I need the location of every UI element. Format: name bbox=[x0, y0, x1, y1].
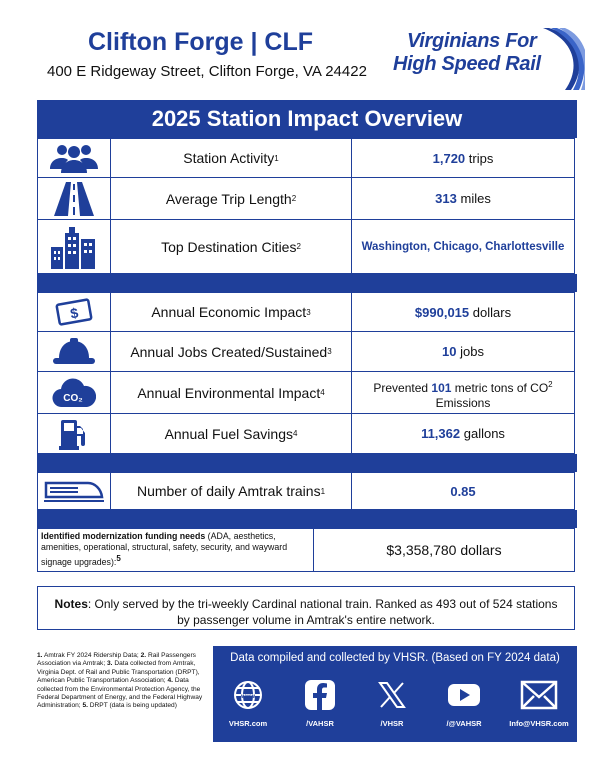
row-environmental-impact: CO₂ Annual Environmental Impact 4 Prevent… bbox=[37, 372, 575, 414]
row-value: 10 jobs bbox=[442, 344, 484, 359]
x-icon bbox=[378, 682, 406, 708]
row-label: Average Trip Length 2 bbox=[111, 178, 352, 219]
website-link[interactable]: www VHSR.com bbox=[213, 680, 283, 728]
section-divider bbox=[37, 454, 577, 472]
row-value: 11,362 gallons bbox=[421, 426, 505, 441]
station-title: Clifton Forge | CLF bbox=[88, 28, 314, 56]
footer: Data compiled and collected by VHSR. (Ba… bbox=[213, 646, 577, 742]
x-link[interactable]: /VHSR bbox=[357, 680, 427, 728]
funding-needs: Identified modernization funding needs (… bbox=[37, 528, 575, 572]
funding-value: $3,358,780 dollars bbox=[386, 542, 502, 558]
header: Clifton Forge | CLF 400 E Ridgeway Stree… bbox=[0, 0, 610, 100]
row-value: $990,015 dollars bbox=[414, 304, 512, 320]
logo-line2: High Speed Rail bbox=[393, 53, 541, 75]
buildings-icon bbox=[38, 220, 111, 273]
row-label: Annual Economic Impact 3 bbox=[111, 293, 352, 331]
vhsr-logo[interactable]: Virginians For High Speed Rail bbox=[385, 28, 585, 90]
section-divider bbox=[37, 274, 577, 292]
facebook-link[interactable]: /VAHSR bbox=[285, 680, 355, 728]
row-station-activity: Station Activity 1 1,720 trips bbox=[37, 138, 575, 178]
train-icon bbox=[38, 473, 111, 509]
footnotes: 1. Amtrak FY 2024 Ridership Data; 2. Rai… bbox=[37, 652, 203, 710]
overview-banner: 2025 Station Impact Overview bbox=[37, 100, 577, 138]
row-jobs: Annual Jobs Created/Sustained 3 10 jobs bbox=[37, 332, 575, 372]
row-label: Number of daily Amtrak trains 1 bbox=[111, 473, 352, 509]
mail-icon bbox=[520, 680, 558, 710]
row-label: Annual Environmental Impact 4 bbox=[111, 372, 352, 413]
row-label: Annual Fuel Savings 4 bbox=[111, 414, 352, 453]
notes-box: Notes: Only served by the tri-weekly Car… bbox=[37, 586, 575, 630]
email-link[interactable]: Info@VHSR.com bbox=[501, 680, 577, 728]
fuel-pump-icon bbox=[38, 414, 111, 453]
hardhat-icon bbox=[38, 332, 111, 371]
svg-text:$: $ bbox=[69, 304, 80, 321]
footer-caption: Data compiled and collected by VHSR. (Ba… bbox=[230, 652, 560, 664]
row-daily-trains: Number of daily Amtrak trains 1 0.85 bbox=[37, 472, 575, 510]
row-label: Station Activity 1 bbox=[111, 139, 352, 177]
row-value: 1,720 trips bbox=[432, 150, 494, 166]
svg-text:www: www bbox=[240, 694, 255, 700]
youtube-link[interactable]: /@VAHSR bbox=[429, 680, 499, 728]
station-address: 400 E Ridgeway Street, Clifton Forge, VA… bbox=[47, 63, 367, 80]
row-destinations: Top Destination Cities 2 Washington, Chic… bbox=[37, 220, 575, 274]
row-value: 0.85 bbox=[450, 483, 476, 499]
co2-cloud-icon: CO₂ bbox=[38, 372, 111, 413]
row-value: Prevented 101 metric tons of CO2 Emission… bbox=[373, 380, 553, 410]
road-icon bbox=[38, 178, 111, 219]
people-icon bbox=[38, 139, 111, 177]
row-value: Washington, Chicago, Charlottesville bbox=[361, 240, 565, 253]
row-value: 313 miles bbox=[435, 191, 491, 206]
funding-label: Identified modernization funding needs (… bbox=[38, 529, 314, 571]
row-label: Annual Jobs Created/Sustained 3 bbox=[111, 332, 352, 371]
section-divider bbox=[37, 510, 577, 528]
row-trip-length: Average Trip Length 2 313 miles bbox=[37, 178, 575, 220]
facebook-icon bbox=[305, 680, 335, 710]
row-economic-impact: $ Annual Economic Impact 3 $990,015 dolla… bbox=[37, 292, 575, 332]
logo-line1: Virginians For bbox=[407, 30, 537, 52]
svg-text:CO₂: CO₂ bbox=[63, 393, 82, 404]
money-icon: $ bbox=[38, 293, 111, 331]
row-fuel-savings: Annual Fuel Savings 4 11,362 gallons bbox=[37, 414, 575, 454]
logo-swoosh-icon bbox=[543, 28, 585, 90]
row-label: Top Destination Cities 2 bbox=[111, 220, 352, 273]
globe-icon: www bbox=[234, 681, 262, 709]
youtube-icon bbox=[448, 684, 480, 706]
